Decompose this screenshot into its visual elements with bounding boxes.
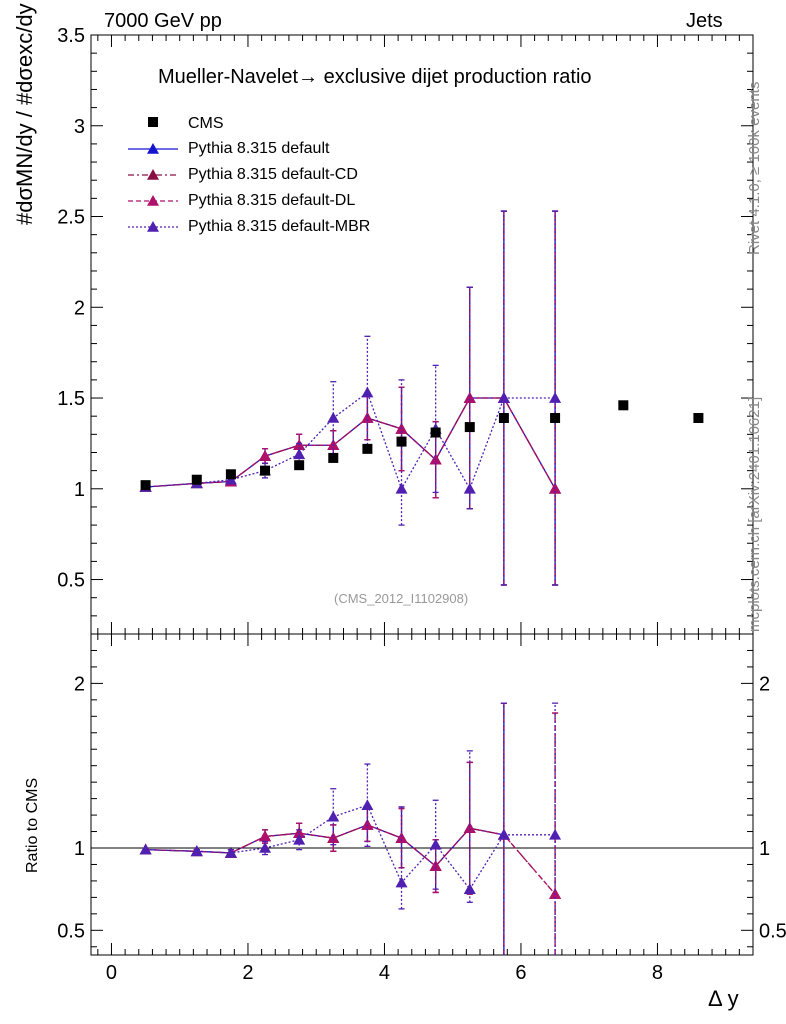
main-point-cms xyxy=(328,452,339,463)
main-y-tick-label: 2 xyxy=(74,297,85,319)
main-line-default xyxy=(145,397,556,490)
main-point-cms xyxy=(693,412,704,423)
rivet-version-label: Rivet 4.1.0, ≥ 100k events xyxy=(746,81,763,255)
main-y-tick-label: 3 xyxy=(74,116,85,138)
ratio-line-default-mbr xyxy=(145,804,556,891)
x-tick-label: 4 xyxy=(379,962,390,984)
legend-label-mbr: Pythia 8.315 default-MBR xyxy=(188,218,371,235)
legend-label-dl: Pythia 8.315 default-DL xyxy=(188,192,356,209)
main-point-default-mbr xyxy=(293,448,306,460)
main-point-default-mbr xyxy=(463,482,476,494)
main-y-tick-label: 1 xyxy=(74,479,85,501)
ratio-panel: 0.5 0.5 1 1 2 2 0 2 4 6 8 xyxy=(57,633,786,984)
legend-label-cms: CMS xyxy=(188,115,224,132)
ratio-point-default-dl xyxy=(395,832,408,843)
ratio-y-tick-label: 2 xyxy=(74,673,85,695)
main-point-default-mbr xyxy=(497,392,510,403)
ratio-point-default-mbr xyxy=(259,842,272,853)
main-point-default-mbr xyxy=(395,482,408,494)
main-point-cms xyxy=(191,474,202,485)
main-point-default-dl xyxy=(259,450,272,461)
ratio-y-tick-label-right: 2 xyxy=(759,673,770,695)
main-point-cms xyxy=(464,422,475,433)
ratio-point-default-mbr xyxy=(429,838,442,850)
header-right-label: Jets xyxy=(686,10,723,32)
main-line-default-dl xyxy=(145,397,556,490)
main-point-cms xyxy=(396,436,407,447)
ratio-point-default-mbr xyxy=(395,876,408,888)
ratio-point-default-mbr xyxy=(293,833,306,845)
main-point-default-dl xyxy=(463,392,476,403)
x-tick-label: 6 xyxy=(515,962,526,984)
main-point-cms xyxy=(362,443,373,454)
ratio-point-default-mbr xyxy=(327,810,340,822)
main-y-tick-label: 1.5 xyxy=(57,388,85,410)
chart-title: Mueller-Navelet→ exclusive dijet product… xyxy=(158,66,592,88)
main-point-default-mbr xyxy=(361,386,374,398)
main-point-cms xyxy=(294,460,305,471)
ratio-point-default-dl xyxy=(327,832,340,843)
main-point-default-mbr xyxy=(327,411,340,423)
legend-marker-default-mbr xyxy=(147,221,159,232)
ratio-y-axis-label: Ratio to CMS xyxy=(24,777,41,873)
legend-marker-default-dl xyxy=(147,195,159,206)
main-point-cms xyxy=(550,412,561,423)
x-tick-label: 8 xyxy=(652,962,663,984)
ratio-point-default-mbr xyxy=(190,845,203,857)
x-tick-label: 2 xyxy=(242,962,253,984)
main-point-cms xyxy=(430,427,441,438)
ratio-frame xyxy=(90,633,754,956)
main-y-tick-label: 2.5 xyxy=(57,207,85,229)
legend-label-cd: Pythia 8.315 default-CD xyxy=(188,166,358,183)
ratio-point-default-dl xyxy=(259,830,272,842)
legend-label-default: Pythia 8.315 default xyxy=(188,140,330,157)
main-y-tick-label: 0.5 xyxy=(57,570,85,592)
ratio-y-tick-label: 1 xyxy=(74,838,85,860)
main-point-cms xyxy=(498,412,509,423)
main-y-axis-label: #dσMN/dy / #dσexc/dy xyxy=(12,3,37,225)
ratio-y-tick-label: 0.5 xyxy=(57,920,85,942)
ratio-point-default-mbr xyxy=(549,828,562,840)
ratio-line-default-cd xyxy=(145,824,556,895)
ratio-line-default-dl xyxy=(145,824,556,895)
legend-markers xyxy=(128,117,178,232)
main-line-default-cd xyxy=(145,397,556,490)
analysis-watermark: (CMS_2012_I1102908) xyxy=(334,591,469,606)
main-line-default-mbr xyxy=(145,391,556,491)
header-left-label: 7000 GeV pp xyxy=(104,10,222,32)
ratio-point-default-mbr xyxy=(224,846,237,858)
main-y-tick-label: 3.5 xyxy=(57,25,85,47)
ratio-y-tick-label-right: 0.5 xyxy=(759,920,786,942)
mcplots-label: mcplots.cern.ch [arXiv:2401.10621] xyxy=(746,396,763,632)
main-point-default-mbr xyxy=(549,392,562,403)
legend-marker-default-cd xyxy=(147,169,159,180)
ratio-point-default-dl xyxy=(463,822,476,834)
legend-marker-default xyxy=(147,143,159,154)
ratio-point-default-mbr xyxy=(497,828,510,840)
ratio-y-tick-label-right: 1 xyxy=(759,838,770,860)
main-point-default-dl xyxy=(361,411,374,423)
legend-marker-cms xyxy=(148,117,158,127)
x-tick-label: 0 xyxy=(106,962,117,984)
ratio-point-default-mbr xyxy=(139,843,152,855)
main-panel: 0.5 1 1.5 2 2.5 3 3.5 xyxy=(57,25,754,635)
ratio-point-default-mbr xyxy=(361,799,374,810)
ratio-point-default-mbr xyxy=(463,883,476,894)
main-point-cms xyxy=(618,400,629,411)
main-point-cms xyxy=(140,480,151,491)
ratio-line-default xyxy=(145,824,505,868)
x-axis-label: Δ y xyxy=(708,986,739,1011)
ratio-point-default-dl xyxy=(429,860,442,871)
main-point-cms xyxy=(225,469,236,480)
main-point-cms xyxy=(260,465,271,476)
